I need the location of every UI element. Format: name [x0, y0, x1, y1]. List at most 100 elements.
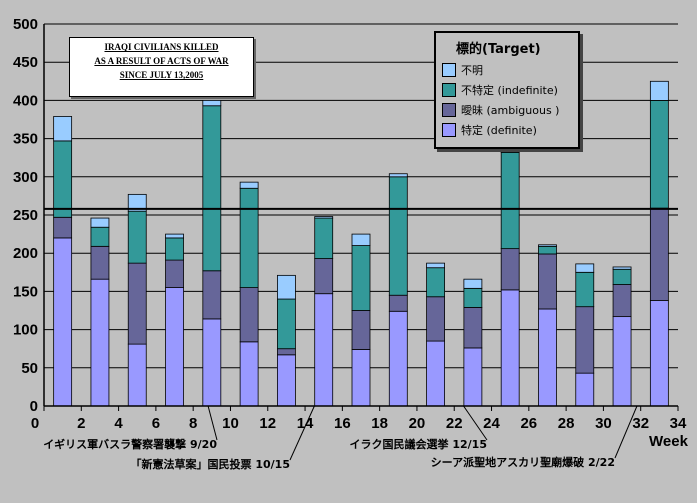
x-tick-2: 2 — [77, 415, 85, 432]
bar-week-27-series-2 — [538, 245, 557, 255]
bar-week-7-series-0 — [165, 287, 184, 407]
x-tick-30: 30 — [595, 415, 612, 432]
x-tick-20: 20 — [409, 415, 426, 432]
bar-week-27-series-0 — [538, 308, 557, 407]
bar-week-7-series-1 — [165, 259, 184, 288]
x-tick-14: 14 — [297, 415, 314, 432]
bar-week-31-series-3 — [612, 266, 632, 270]
legend-label-definite: 特定 (definite) — [461, 124, 537, 137]
annotation-0: イギリス軍バスラ警察署襲撃 9/20 — [43, 437, 217, 451]
bar-week-13-series-2 — [277, 298, 296, 350]
bar-week-7-series-3 — [165, 233, 184, 239]
y-tick-150: 150 — [13, 283, 38, 300]
bar-week-13-series-3 — [277, 274, 296, 300]
annotation-leader-2 — [463, 405, 488, 441]
bar-week-11-series-3 — [239, 181, 259, 189]
bar-week-9-series-1 — [202, 270, 222, 320]
bar-week-21-series-1 — [426, 296, 445, 342]
bar-week-5-series-1 — [127, 262, 147, 345]
legend-label-ambiguous: 曖昧 (ambiguous ) — [461, 104, 560, 117]
y-tick-0: 0 — [30, 398, 38, 415]
annotation-leader-0 — [207, 405, 218, 441]
bar-week-17-series-3 — [351, 233, 371, 246]
x-axis-label: Week — [649, 433, 689, 450]
bar-week-31-series-1 — [612, 284, 632, 318]
title-line-2: AS A RESULT OF ACTS OF WAR — [94, 56, 229, 66]
bar-week-21-series-2 — [426, 267, 445, 298]
bar-week-25-series-2 — [500, 151, 520, 250]
annotation-2: イラク国民議会選挙 12/15 — [350, 437, 487, 451]
bar-week-23-series-2 — [463, 287, 483, 308]
title-line-1: IRAQI CIVILIANS KILLED — [104, 42, 219, 52]
bar-week-7-series-2 — [165, 237, 184, 261]
legend-item-definite: 特定 (definite) — [442, 123, 578, 137]
x-tick-6: 6 — [152, 415, 160, 432]
y-tick-300: 300 — [13, 169, 38, 186]
x-tick-18: 18 — [371, 415, 388, 432]
bar-week-13-series-1 — [277, 348, 296, 356]
bar-week-1-series-2 — [53, 140, 73, 218]
annotation-3: シーア派聖地アスカリ聖廟爆破 2/22 — [431, 455, 615, 469]
title-line-3: SINCE JULY 13,2005 — [119, 70, 204, 80]
bar-week-9-series-3 — [202, 100, 222, 107]
bar-week-5-series-2 — [127, 210, 147, 264]
legend-swatch-ambiguous — [442, 103, 456, 117]
bar-week-3-series-3 — [90, 217, 110, 228]
legend-swatch-unknown — [442, 63, 456, 77]
y-tick-200: 200 — [13, 245, 38, 262]
x-tick-32: 32 — [632, 415, 649, 432]
bar-week-19-series-1 — [388, 294, 408, 312]
y-tick-450: 450 — [13, 54, 38, 71]
bar-week-13-series-0 — [277, 354, 296, 407]
bar-week-29-series-0 — [575, 372, 595, 407]
bar-week-33-series-2 — [649, 100, 669, 209]
x-tick-10: 10 — [222, 415, 239, 432]
bar-week-19-series-2 — [388, 176, 408, 296]
chart-title: IRAQI CIVILIANS KILLED AS A RESULT OF AC… — [69, 37, 254, 97]
bar-week-3-series-1 — [90, 245, 110, 280]
event-annotations: イギリス軍バスラ警察署襲撃 9/20 「新憲法草案」国民投票 10/15 イラク国民… — [43, 405, 638, 471]
bar-week-21-series-3 — [426, 262, 445, 269]
bar-week-9-series-0 — [202, 318, 222, 407]
bar-week-11-series-0 — [239, 341, 259, 407]
bar-week-15-series-2 — [314, 217, 334, 259]
legend-swatch-indefinite — [442, 83, 456, 97]
legend-label-unknown: 不明 — [461, 64, 483, 77]
x-axis-tick-labels: 0 2 4 6 8 10 12 14 16 18 20 22 24 26 28 30 32 34 — [31, 415, 687, 432]
bar-week-29-series-2 — [575, 271, 595, 308]
x-tick-26: 26 — [520, 415, 537, 432]
bar-week-23-series-0 — [463, 347, 483, 407]
bar-week-25-series-1 — [500, 248, 520, 291]
bar-week-1-series-3 — [53, 116, 73, 142]
legend-title: 標的(Target) — [456, 42, 541, 57]
bar-week-3-series-0 — [90, 278, 110, 407]
axes — [43, 24, 679, 411]
legend-swatch-definite — [442, 123, 456, 137]
bar-week-5-series-0 — [127, 343, 147, 407]
x-tick-0: 0 — [31, 415, 39, 432]
x-tick-24: 24 — [483, 415, 500, 432]
bar-week-25-series-0 — [500, 289, 520, 407]
bar-week-21-series-0 — [426, 340, 445, 407]
bar-week-17-series-2 — [351, 245, 371, 311]
bar-week-33-series-3 — [649, 80, 669, 101]
bar-week-25-series-3 — [500, 148, 520, 153]
y-tick-350: 350 — [13, 131, 38, 148]
bar-week-5-series-3 — [127, 193, 147, 212]
legend-item-unknown: 不明 — [442, 63, 578, 77]
bar-week-23-series-1 — [463, 307, 483, 349]
legend-item-ambiguous: 曖昧 (ambiguous ) — [442, 103, 578, 117]
bar-week-15-series-0 — [314, 293, 334, 407]
bar-week-17-series-0 — [351, 349, 371, 407]
annotation-leader-3 — [614, 405, 638, 459]
bar-week-1-series-1 — [53, 216, 73, 239]
bar-week-23-series-3 — [463, 278, 483, 289]
bar-week-31-series-0 — [612, 316, 632, 407]
legend-item-indefinite: 不特定 (indefinite) — [442, 83, 578, 97]
bar-week-29-series-3 — [575, 263, 595, 273]
x-tick-4: 4 — [114, 415, 123, 432]
y-tick-400: 400 — [13, 92, 38, 109]
y-tick-100: 100 — [13, 322, 38, 339]
bar-week-17-series-1 — [351, 310, 371, 350]
